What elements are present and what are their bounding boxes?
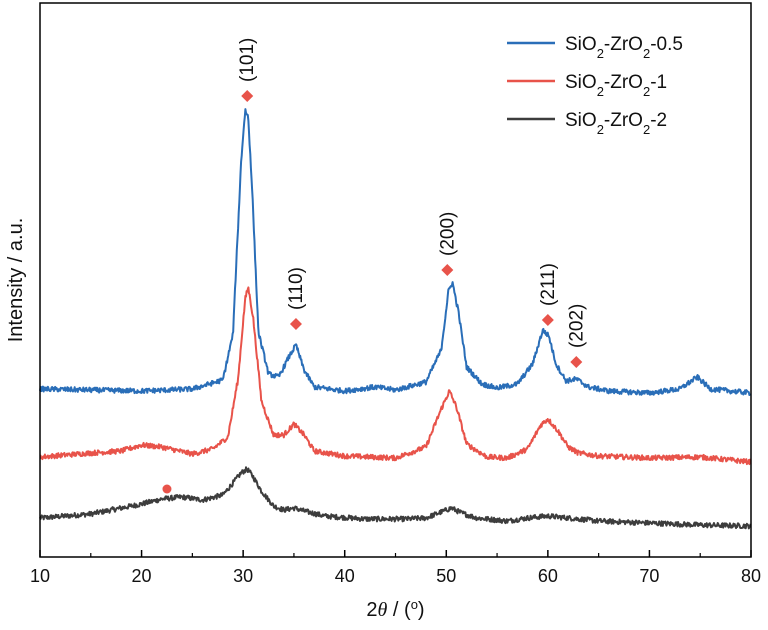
x-tick-label: 50 [436,566,456,586]
series-line-sz1 [39,286,752,466]
x-tick-label: 20 [132,566,152,586]
series-layer [39,108,752,530]
peak-label: (200) [437,212,458,256]
peak-marker-diamond [570,356,583,368]
peak-label: (110) [286,267,307,310]
x-tick-label: 40 [335,566,355,586]
peak-marker-diamond [541,314,554,326]
x-tick-label: 80 [741,566,761,586]
peak-marker-diamond [289,318,302,330]
peak-label: (101) [237,38,258,82]
x-axis-ticks: 10 20 30 40 50 60 70 80 [30,550,761,586]
peak-marker-diamond [441,264,454,276]
x-tick-label: 10 [30,566,50,586]
x-tick-label: 60 [538,566,558,586]
amorphous-sio2-marker [162,484,172,494]
legend-label-sz1: SiO2-ZrO2-1 [565,72,667,99]
legend-label-sz2: SiO2-ZrO2-2 [565,110,667,137]
x-tick-label: 30 [233,566,253,586]
peak-label: (211) [538,263,559,306]
x-tick-label: 70 [639,566,659,586]
peak-marker-diamond [241,90,254,102]
series-line-sz05 [39,108,752,396]
x-axis-title: 2θ / (o) [366,597,424,622]
peak-label: (202) [566,304,587,348]
marker-layer: (101) (110) (200) (211) (202) [162,38,587,494]
legend: SiO2-ZrO2-0.5 SiO2-ZrO2-1 SiO2-ZrO2-2 [507,34,683,137]
legend-label-sz05: SiO2-ZrO2-0.5 [565,34,683,61]
y-axis-title: Intensity / a.u. [5,218,27,343]
series-line-sz2 [39,466,752,530]
